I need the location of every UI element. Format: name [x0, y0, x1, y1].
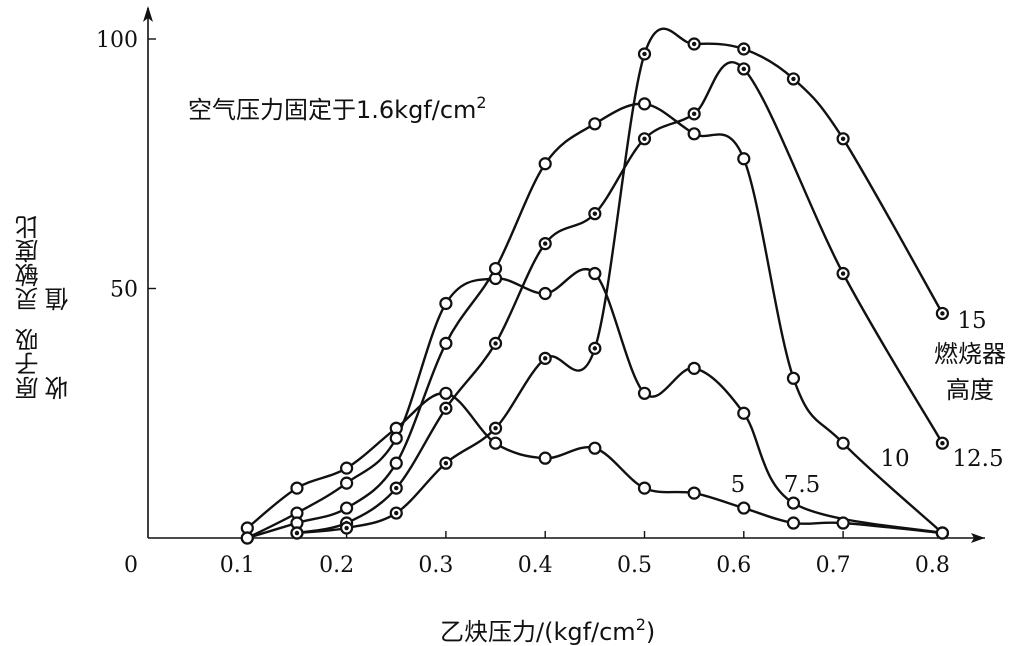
- data-point-dot: [592, 211, 598, 216]
- data-point-dot: [940, 440, 945, 446]
- axes: [143, 6, 985, 543]
- series-label: 5: [731, 472, 746, 498]
- data-point-dot: [493, 426, 498, 431]
- data-point: [737, 406, 751, 420]
- labels: 0.1 0.2 0.3 0.4 0.5 0.6 0.7 0.8 0 50 100 5 7.5 10 12.5…: [96, 28, 1004, 578]
- data-point-dot: [940, 311, 945, 316]
- data-point: [737, 152, 751, 166]
- x-axis-arrow: [971, 533, 985, 543]
- x-tick-label: 0.6: [716, 553, 751, 578]
- origin-label: 0: [124, 553, 138, 578]
- data-point-dot: [691, 41, 697, 47]
- x-tick-label: 0.2: [319, 553, 354, 578]
- data-point-dot: [493, 341, 498, 346]
- series-label: 12.5: [952, 446, 1003, 472]
- data-point: [637, 481, 652, 495]
- data-point: [687, 361, 701, 375]
- data-point: [488, 436, 503, 450]
- data-point: [538, 451, 552, 465]
- data-point-dot: [741, 66, 746, 72]
- data-point: [588, 441, 602, 455]
- data-point: [786, 371, 801, 385]
- x-tick-label: 0.4: [518, 553, 553, 578]
- data-point: [786, 496, 801, 510]
- data-point-dot: [344, 525, 349, 531]
- data-point: [687, 486, 701, 500]
- series-line-10: [246, 102, 944, 540]
- data-point: [687, 127, 701, 141]
- y-tick-label: 50: [110, 278, 138, 303]
- data-point: [786, 516, 801, 530]
- data-point-dot: [791, 76, 796, 82]
- data-point: [340, 476, 354, 490]
- series-label: 10: [880, 446, 909, 472]
- x-tick-label: 0.3: [418, 553, 453, 578]
- data-point: [439, 296, 453, 311]
- x-tick-label: 0.7: [816, 553, 851, 578]
- data-point-dot: [394, 510, 399, 516]
- data-point: [340, 501, 354, 515]
- data-point: [240, 531, 254, 545]
- series-line-15: [296, 27, 944, 535]
- data-point-dot: [840, 271, 846, 276]
- data-point-dot: [543, 241, 548, 246]
- data-point-dot: [691, 111, 697, 117]
- series-label: 7.5: [784, 472, 821, 498]
- data-point: [290, 481, 304, 495]
- data-point: [538, 286, 552, 301]
- data-point-dot: [592, 346, 598, 351]
- y-axis-label: 原子吸收 灵敏度比值: [4, 200, 84, 400]
- y-tick-label: 100: [96, 28, 138, 53]
- data-point: [538, 157, 552, 171]
- x-tick-label: 0.5: [617, 553, 652, 578]
- data-point: [637, 386, 652, 400]
- data-point-dot: [642, 51, 647, 57]
- markers: [240, 37, 950, 545]
- data-point: [340, 461, 354, 475]
- data-point: [935, 526, 950, 540]
- data-point-dot: [840, 136, 846, 141]
- annotation: 空气压力固定于1.6kgf/cm2: [188, 93, 487, 124]
- data-point: [836, 436, 850, 450]
- data-point-dot: [443, 460, 449, 466]
- data-point: [588, 266, 602, 281]
- data-point-dot: [443, 406, 449, 411]
- data-point-dot: [741, 46, 746, 52]
- data-point-dot: [642, 136, 647, 141]
- data-point: [836, 516, 850, 530]
- legend-title-line-1: 燃烧器: [934, 340, 1006, 368]
- data-point: [737, 501, 751, 515]
- data-point-dot: [294, 530, 300, 536]
- data-point-dot: [543, 356, 548, 361]
- y-axis-arrow: [143, 6, 153, 22]
- data-point: [439, 336, 453, 350]
- data-point: [439, 386, 453, 400]
- x-axis-label: 乙炔压力/(kgf/cm2): [440, 615, 655, 646]
- series-label: 15: [957, 308, 986, 334]
- y-axis-label-line-1: 原子吸收: [15, 328, 73, 400]
- series-line-7-5: [246, 268, 943, 540]
- data-point: [389, 456, 403, 470]
- data-point: [488, 261, 503, 276]
- legend-title-line-2: 高度: [946, 376, 994, 404]
- data-point: [588, 117, 602, 131]
- x-tick-label: 0.1: [220, 553, 255, 578]
- data-point: [389, 431, 403, 445]
- y-axis-label-line-2: 灵敏度比值: [15, 215, 73, 312]
- data-point-dot: [394, 485, 399, 491]
- x-tick-label: 0.8: [915, 553, 950, 578]
- data-point: [637, 97, 652, 111]
